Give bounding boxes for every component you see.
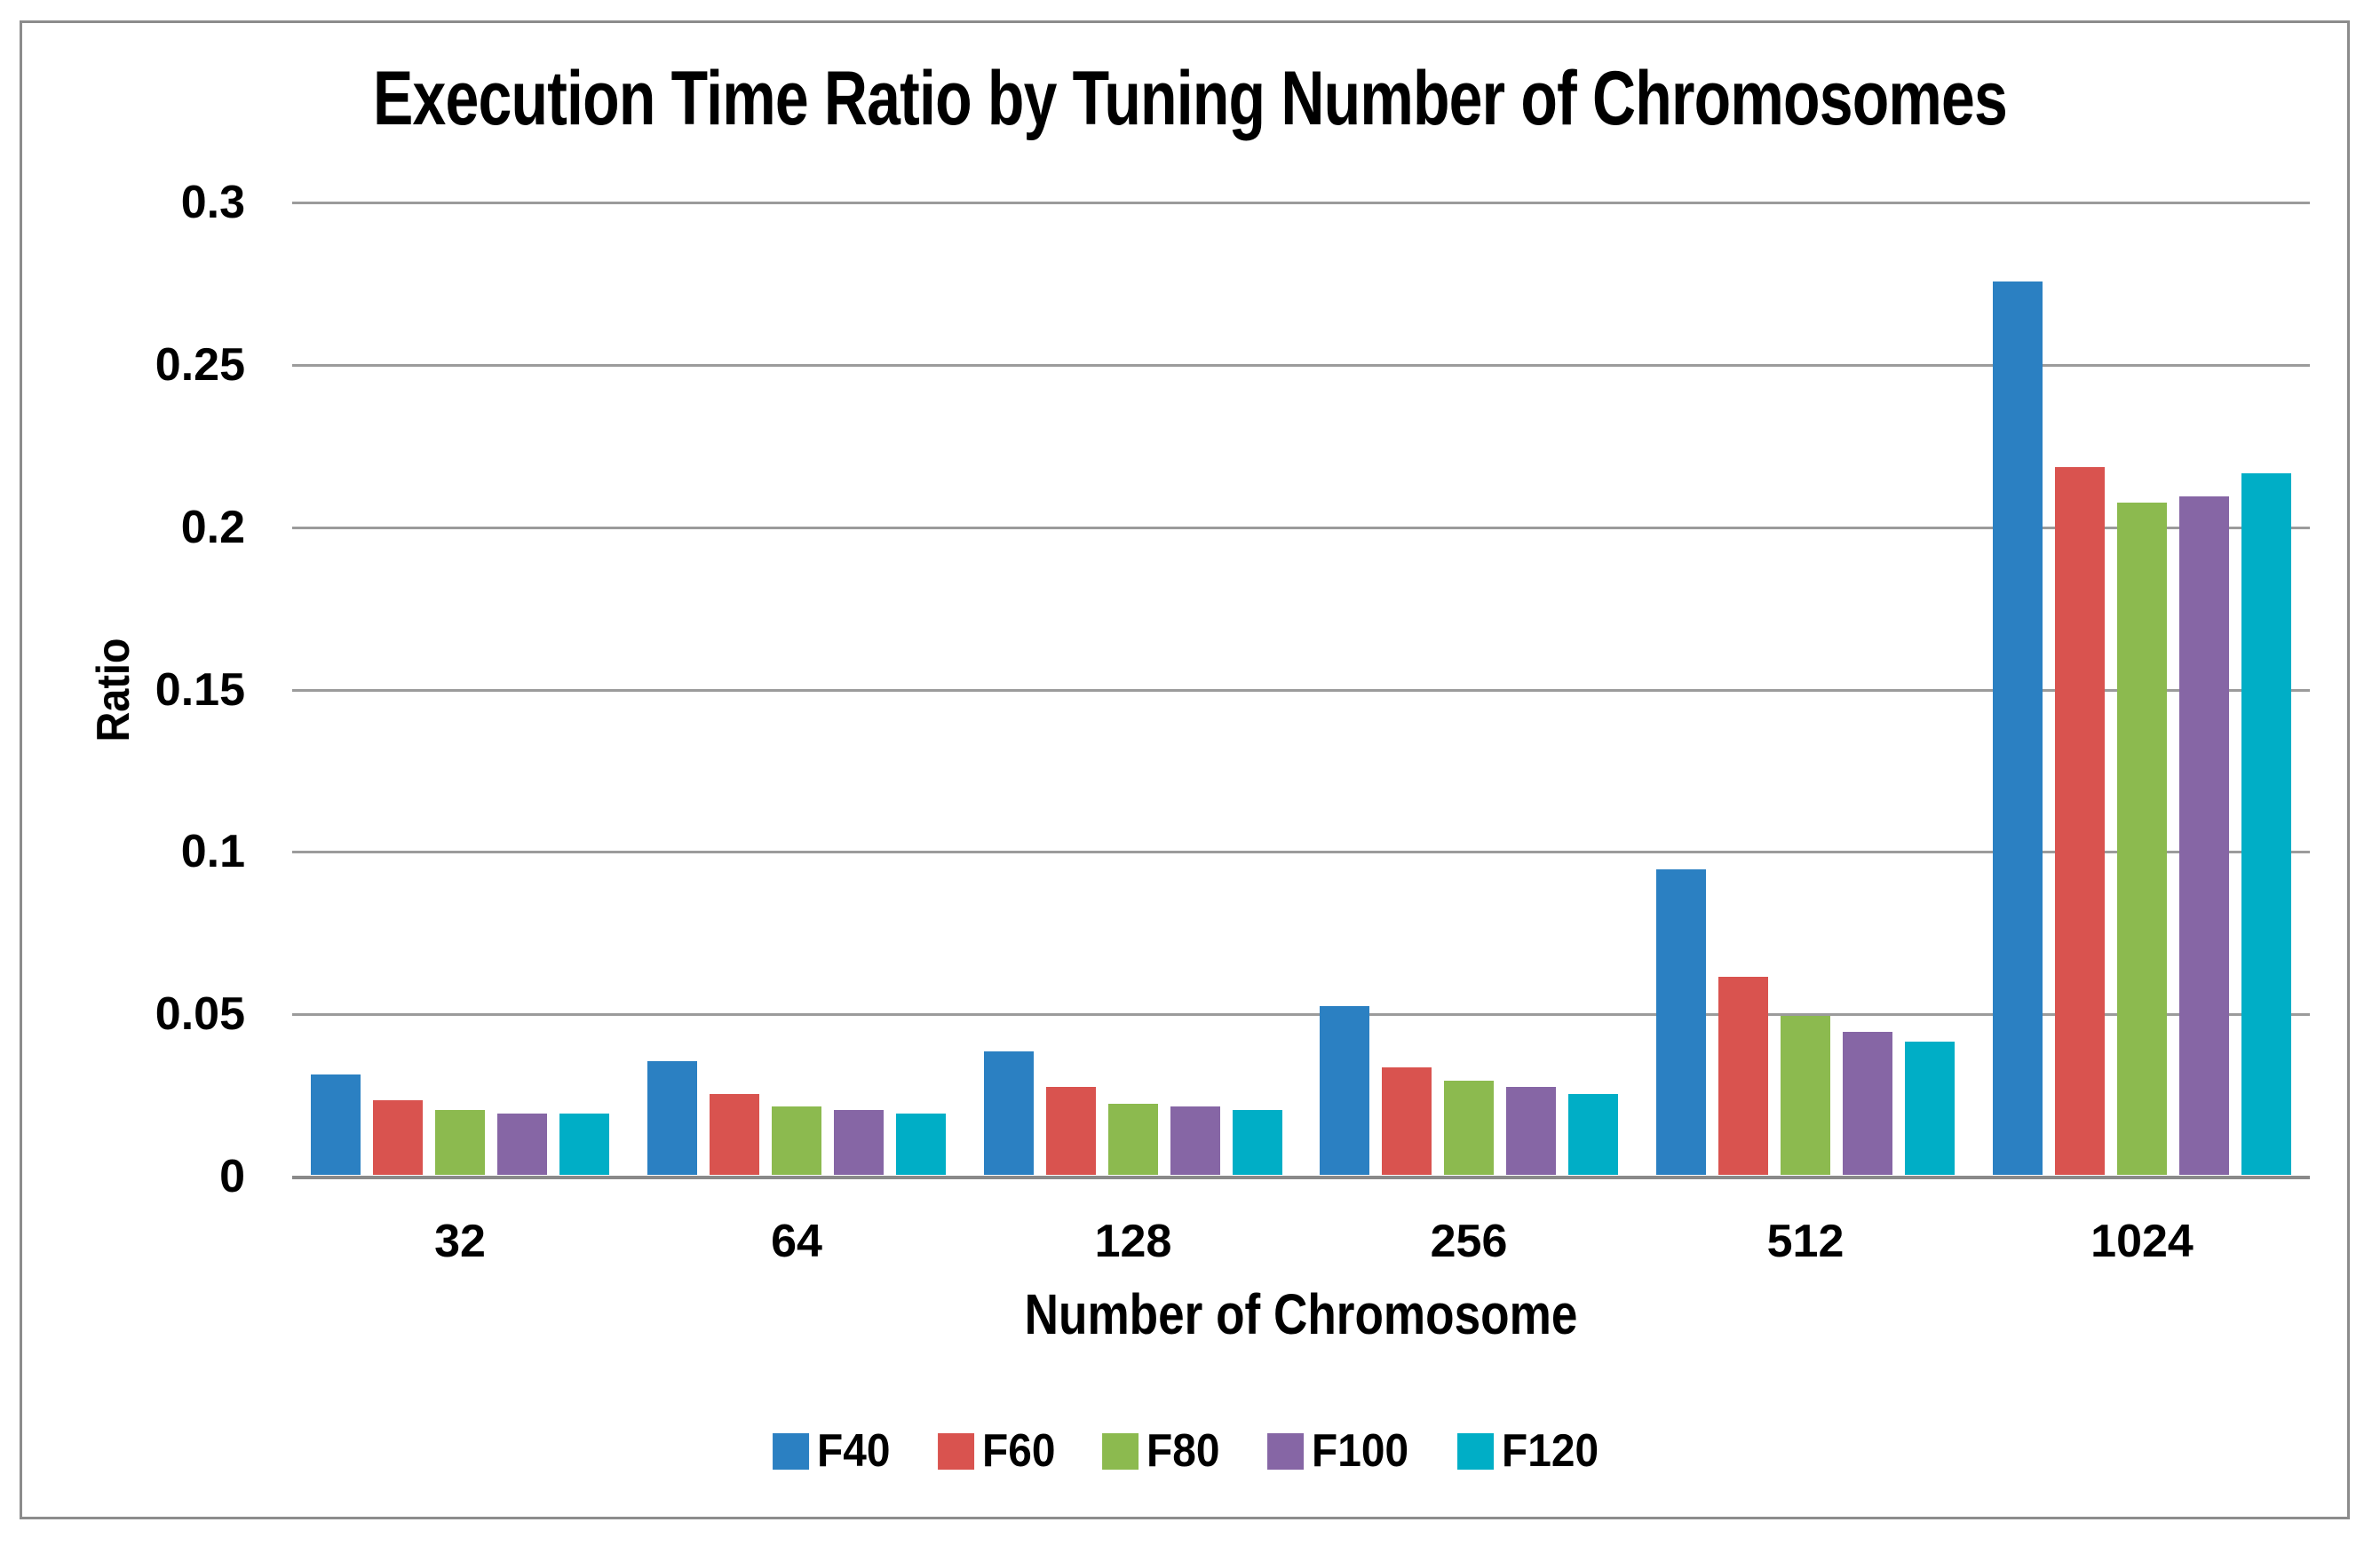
legend-label: F60 — [981, 1425, 1056, 1477]
bar-F80-128 — [1108, 1104, 1158, 1175]
x-axis-tick-label: 128 — [1094, 1216, 1172, 1267]
legend-item-F40: F40 — [773, 1428, 897, 1474]
gridline — [292, 364, 2310, 367]
bar-F60-512 — [1718, 977, 1768, 1175]
bar-F40-128 — [984, 1051, 1034, 1175]
legend-swatch-icon — [937, 1432, 974, 1470]
y-axis-tick-label: 0.15 — [155, 664, 245, 716]
legend-item-F100: F100 — [1266, 1425, 1417, 1477]
chart-frame — [20, 20, 2350, 1519]
bar-F40-512 — [1656, 869, 1706, 1175]
bar-F60-64 — [710, 1094, 759, 1175]
bar-F80-256 — [1444, 1081, 1494, 1175]
bar-F60-128 — [1046, 1087, 1096, 1175]
bar-F60-32 — [373, 1100, 423, 1175]
legend-item-F120: F120 — [1457, 1428, 1607, 1474]
bar-F40-64 — [647, 1061, 697, 1175]
bar-F60-256 — [1382, 1067, 1432, 1175]
bar-F100-64 — [834, 1110, 884, 1175]
bar-F80-1024 — [2117, 503, 2167, 1175]
bar-F80-64 — [772, 1106, 821, 1175]
bar-F120-256 — [1568, 1094, 1618, 1175]
bar-F120-1024 — [2241, 473, 2291, 1175]
bar-F120-128 — [1233, 1110, 1282, 1175]
legend-swatch-icon — [1457, 1432, 1495, 1470]
x-axis-title: Number of Chromosome — [1024, 1282, 1578, 1346]
y-axis-tick-label: 0.1 — [180, 826, 245, 877]
bar-F80-512 — [1781, 1016, 1830, 1175]
legend-swatch-icon — [1266, 1432, 1304, 1470]
x-axis-tick-label: 32 — [434, 1216, 486, 1267]
legend-label: F100 — [1311, 1425, 1408, 1477]
bar-F40-256 — [1320, 1006, 1369, 1175]
bar-F40-32 — [311, 1074, 361, 1175]
gridline — [292, 851, 2310, 853]
bar-F100-1024 — [2179, 496, 2229, 1175]
bar-F60-1024 — [2055, 467, 2105, 1175]
gridline — [292, 527, 2310, 529]
y-axis-tick-label: 0.25 — [155, 339, 245, 391]
plot-area — [292, 202, 2310, 1179]
y-axis-tick-label: 0.05 — [155, 988, 245, 1040]
bar-F100-512 — [1843, 1032, 1892, 1175]
legend-swatch-icon — [773, 1432, 810, 1470]
bar-F100-128 — [1170, 1106, 1220, 1175]
bar-F120-64 — [896, 1114, 946, 1175]
x-axis-tick-label: 1024 — [2090, 1216, 2194, 1267]
bar-F80-32 — [435, 1110, 485, 1175]
legend: F40 F60 F80 F100 F120 — [773, 1428, 1607, 1474]
y-axis-tick-label: 0 — [219, 1151, 245, 1202]
gridline — [292, 1013, 2310, 1016]
y-axis-tick-label: 0.2 — [180, 502, 245, 553]
gridline — [292, 689, 2310, 692]
legend-swatch-icon — [1102, 1432, 1139, 1470]
legend-item-F60: F60 — [937, 1425, 1062, 1477]
bar-F120-512 — [1905, 1042, 1955, 1175]
x-axis-tick-label: 64 — [771, 1216, 822, 1267]
bar-F100-256 — [1506, 1087, 1556, 1175]
legend-item-F80: F80 — [1102, 1428, 1226, 1474]
x-axis-tick-label: 256 — [1430, 1216, 1508, 1267]
x-axis-line — [292, 1176, 2310, 1179]
y-axis-tick-label: 0.3 — [180, 177, 245, 228]
chart-title: Execution Time Ratio by Tuning Number of… — [372, 56, 2008, 141]
gridline — [292, 202, 2310, 204]
legend-label: F120 — [1502, 1425, 1599, 1477]
legend-label: F40 — [817, 1425, 891, 1477]
bar-F40-1024 — [1993, 281, 2043, 1175]
bar-F100-32 — [497, 1114, 547, 1175]
legend-label: F80 — [1146, 1425, 1220, 1477]
x-axis-tick-label: 512 — [1766, 1216, 1844, 1267]
bar-F120-32 — [559, 1114, 609, 1175]
